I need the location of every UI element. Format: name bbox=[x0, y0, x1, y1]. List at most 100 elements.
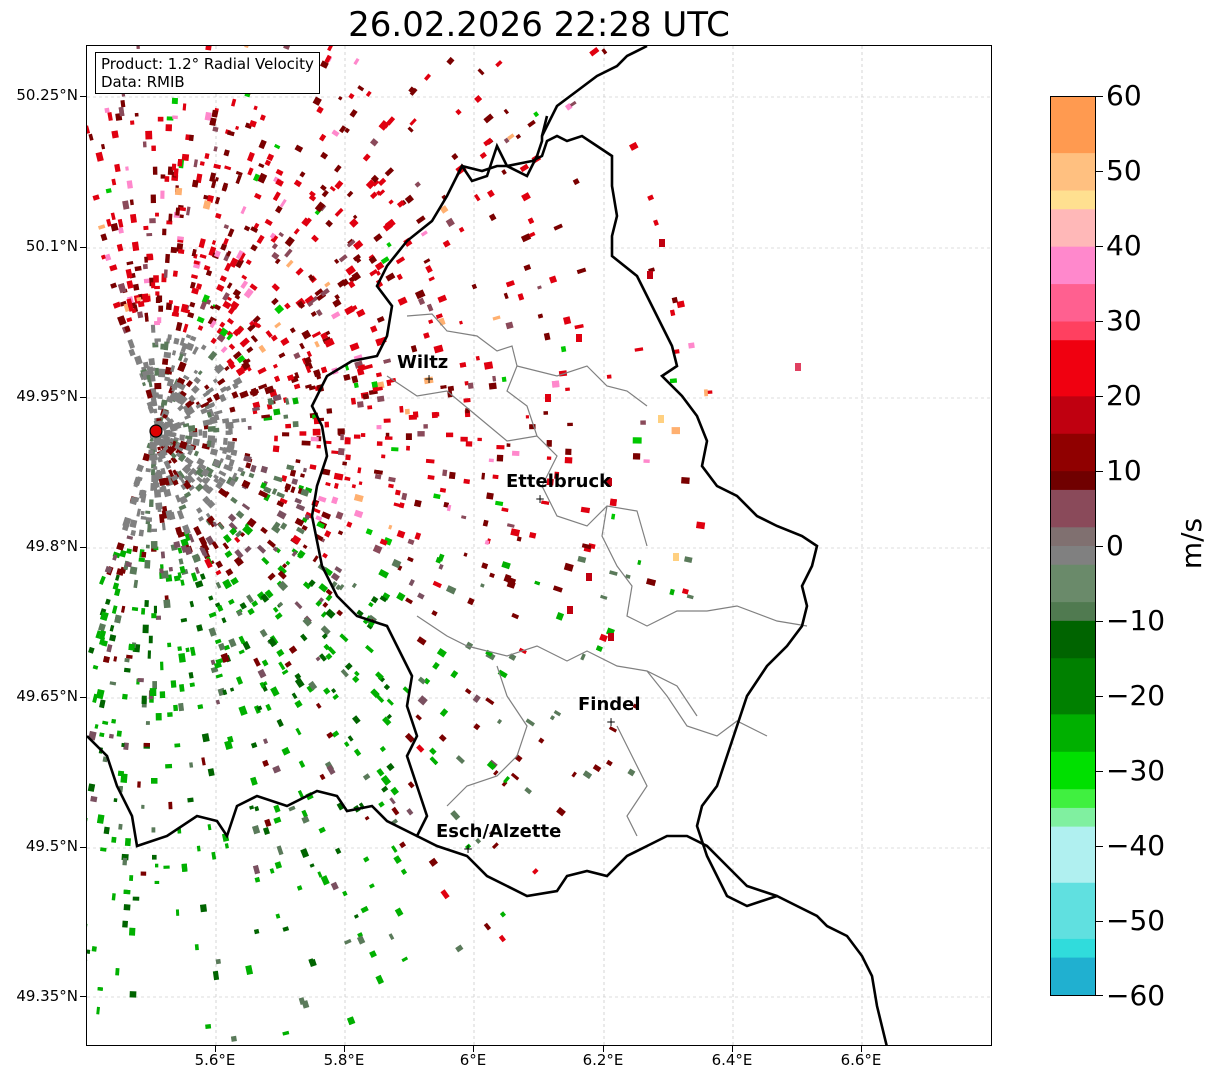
velocity-echo bbox=[226, 250, 232, 257]
velocity-echo bbox=[125, 166, 129, 171]
velocity-echo bbox=[262, 738, 269, 745]
velocity-echo bbox=[571, 771, 577, 778]
velocity-echo bbox=[282, 1030, 290, 1036]
velocity-echo bbox=[505, 280, 515, 288]
velocity-echo bbox=[438, 563, 444, 570]
velocity-echo bbox=[164, 376, 170, 382]
velocity-echo bbox=[461, 515, 467, 520]
velocity-echo bbox=[527, 119, 536, 128]
colorbar-band bbox=[1051, 546, 1095, 566]
velocity-echo bbox=[137, 300, 145, 308]
velocity-echo bbox=[262, 827, 270, 835]
colorbar-band bbox=[1051, 920, 1095, 940]
velocity-echo bbox=[286, 464, 295, 471]
canton-boundary-line bbox=[516, 365, 648, 407]
velocity-echo bbox=[298, 997, 306, 1005]
velocity-echo bbox=[306, 684, 315, 693]
velocity-echo bbox=[324, 54, 332, 64]
velocity-echo bbox=[148, 406, 155, 414]
velocity-echo bbox=[608, 726, 618, 733]
velocity-echo bbox=[282, 926, 290, 932]
velocity-echo bbox=[151, 469, 155, 476]
velocity-echo bbox=[555, 612, 565, 621]
velocity-echo bbox=[546, 456, 552, 460]
velocity-echo bbox=[407, 538, 415, 546]
velocity-echo bbox=[155, 615, 162, 620]
velocity-echo bbox=[100, 233, 108, 242]
velocity-echo bbox=[209, 117, 217, 127]
velocity-echo bbox=[527, 217, 535, 225]
velocity-echo bbox=[163, 341, 169, 351]
velocity-echo bbox=[569, 100, 577, 107]
velocity-echo bbox=[168, 566, 173, 572]
velocity-echo bbox=[433, 344, 444, 354]
velocity-echo bbox=[310, 436, 319, 442]
velocity-echo bbox=[212, 458, 221, 468]
velocity-echo bbox=[140, 493, 147, 503]
velocity-echo bbox=[134, 265, 142, 272]
velocity-echo bbox=[416, 744, 425, 753]
velocity-echo bbox=[370, 596, 379, 604]
velocity-echo bbox=[209, 320, 217, 329]
velocity-echo bbox=[154, 880, 160, 885]
radar-site bbox=[149, 424, 163, 438]
velocity-echo bbox=[314, 288, 324, 297]
velocity-echo bbox=[168, 213, 173, 222]
velocity-echo bbox=[227, 361, 236, 370]
velocity-echo bbox=[437, 553, 445, 562]
velocity-echo bbox=[425, 265, 433, 274]
velocity-echo bbox=[213, 304, 222, 311]
colorbar-band bbox=[1051, 676, 1095, 697]
velocity-echo bbox=[320, 288, 330, 297]
velocity-echo bbox=[511, 450, 520, 456]
velocity-echo bbox=[312, 96, 322, 106]
velocity-echo bbox=[213, 427, 220, 433]
velocity-echo bbox=[401, 492, 408, 501]
velocity-echo bbox=[565, 387, 570, 392]
velocity-echo bbox=[276, 648, 285, 657]
velocity-echo bbox=[331, 496, 339, 505]
velocity-echo bbox=[169, 437, 175, 443]
velocity-echo bbox=[308, 274, 316, 282]
velocity-echo bbox=[109, 681, 117, 686]
velocity-echo bbox=[167, 511, 176, 521]
velocity-echo bbox=[123, 742, 129, 750]
velocity-echo bbox=[154, 367, 159, 376]
velocity-echo bbox=[340, 668, 349, 678]
velocity-echo bbox=[291, 550, 298, 557]
velocity-echo bbox=[589, 47, 600, 57]
velocity-echo bbox=[100, 254, 106, 260]
velocity-echo bbox=[273, 408, 281, 416]
velocity-echo bbox=[175, 207, 181, 216]
velocity-echo bbox=[253, 705, 261, 714]
velocity-echo bbox=[564, 457, 573, 464]
velocity-echo bbox=[270, 334, 278, 342]
velocity-echo bbox=[290, 486, 296, 494]
velocity-echo bbox=[269, 868, 275, 874]
velocity-echo bbox=[244, 358, 251, 364]
velocity-echo bbox=[266, 539, 276, 548]
velocity-echo bbox=[178, 353, 184, 362]
velocity-echo bbox=[179, 434, 186, 441]
velocity-echo bbox=[145, 389, 153, 399]
velocity-echo bbox=[272, 394, 282, 402]
velocity-echo bbox=[322, 601, 329, 608]
velocity-echo bbox=[647, 271, 653, 279]
velocity-echo bbox=[286, 374, 295, 382]
velocity-echo bbox=[273, 475, 283, 483]
velocity-echo bbox=[439, 205, 449, 214]
velocity-echo bbox=[455, 944, 464, 953]
velocity-echo bbox=[218, 470, 227, 477]
velocity-echo bbox=[316, 106, 324, 114]
velocity-echo bbox=[220, 346, 228, 354]
velocity-echo bbox=[221, 617, 227, 624]
velocity-echo bbox=[385, 432, 390, 439]
velocity-echo bbox=[400, 868, 408, 875]
velocity-echo bbox=[417, 676, 427, 685]
velocity-echo bbox=[277, 601, 284, 608]
velocity-echo bbox=[225, 568, 234, 577]
velocity-echo bbox=[394, 907, 404, 917]
velocity-echo bbox=[121, 693, 128, 700]
velocity-echo bbox=[552, 585, 563, 593]
colorbar-band bbox=[1051, 789, 1095, 809]
